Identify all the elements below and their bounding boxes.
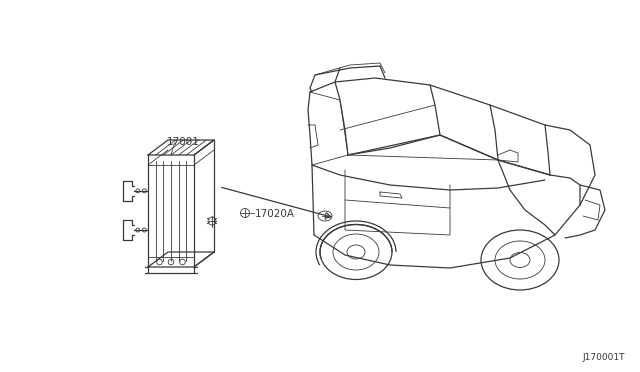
- Text: 17001: 17001: [166, 137, 199, 147]
- Text: J170001T: J170001T: [582, 353, 625, 362]
- Text: 17020A: 17020A: [255, 209, 295, 219]
